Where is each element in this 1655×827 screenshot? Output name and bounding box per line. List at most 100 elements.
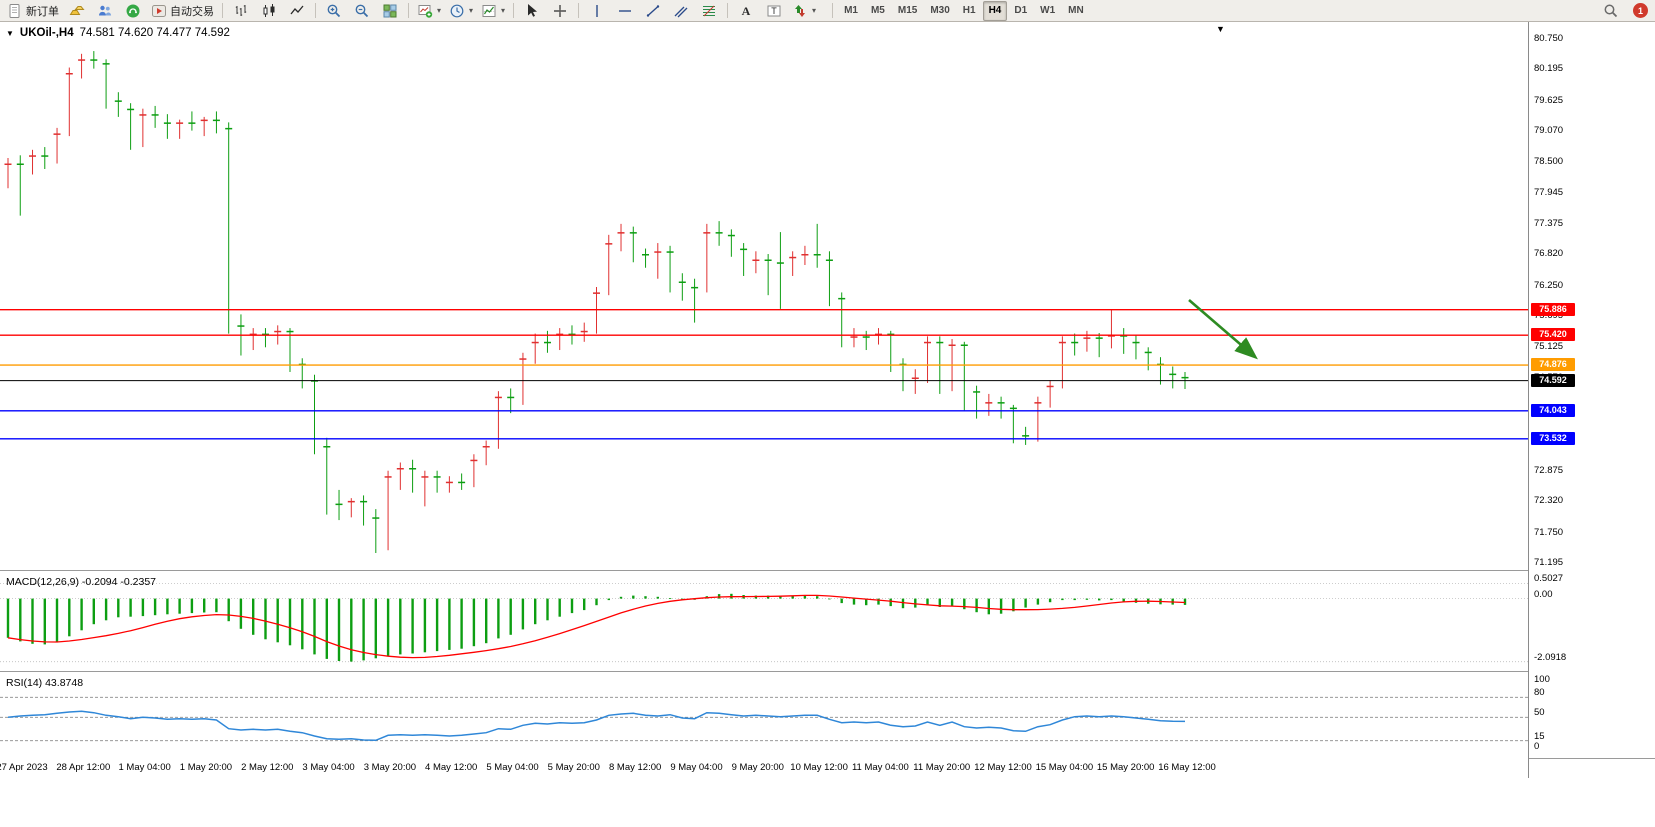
timeframe-d1-button[interactable]: D1 — [1014, 5, 1028, 16]
price-level-badge: 74.592 — [1531, 373, 1575, 387]
profiles-icon — [449, 3, 465, 19]
toolbar-separator — [578, 3, 580, 18]
vertical-line-button[interactable] — [583, 0, 611, 22]
toolbar: 新订单 自动交易 ▾ ▾ ▾ A T ▾ M1 M5 M15 M30 H1 H4 D1 W1 MN 1 — [0, 0, 1655, 22]
bar-chart-button[interactable] — [227, 0, 255, 22]
time-tick-label: 28 Apr 12:00 — [56, 762, 111, 773]
time-tick-label: 2 May 12:00 — [241, 762, 294, 773]
price-axis[interactable]: 80.750 80.195 79.625 79.070 78.500 77.945 77.3… — [1529, 22, 1655, 758]
price-level-badge: 74.043 — [1531, 403, 1575, 417]
fibonacci-button[interactable] — [695, 0, 723, 22]
chevron-down-icon[interactable]: ▼ — [6, 28, 14, 38]
horizontal-line-button[interactable] — [611, 0, 639, 22]
time-tick-label: 3 May 20:00 — [363, 762, 417, 773]
search-button[interactable] — [1597, 0, 1625, 22]
cursor-button[interactable] — [518, 0, 546, 22]
vertical-line-icon — [589, 3, 605, 19]
candlestick-chart-button[interactable] — [255, 0, 283, 22]
notification-badge[interactable]: 1 — [1633, 3, 1648, 18]
main-chart-plot[interactable] — [0, 22, 1528, 570]
time-axis[interactable]: 27 Apr 2023 28 Apr 12:00 1 May 04:00 1 May … — [0, 758, 1528, 780]
new-chart-button[interactable]: ▾ — [413, 0, 445, 22]
panel-separator[interactable] — [0, 570, 1655, 571]
accounts-button[interactable] — [91, 0, 119, 22]
indicators-icon — [481, 3, 497, 19]
dropdown-arrow-icon: ▾ — [437, 6, 442, 15]
time-tick-label: 10 May 12:00 — [790, 762, 848, 773]
channel-button[interactable] — [667, 0, 695, 22]
shapes-button[interactable]: ▾ — [788, 0, 820, 22]
timeframe-h1-button[interactable]: H1 — [962, 5, 976, 16]
profiles-button[interactable]: ▾ — [445, 0, 477, 22]
zoom-in-button[interactable] — [320, 0, 348, 22]
macd-panel[interactable] — [0, 573, 1528, 671]
price-tick-label: 76.250 — [1534, 279, 1564, 291]
headset-button[interactable] — [119, 0, 147, 22]
gold-button[interactable] — [63, 0, 91, 22]
auto-trading-button[interactable]: 自动交易 — [147, 0, 218, 22]
horizontal-line-icon — [617, 3, 633, 19]
tile-windows-button[interactable] — [376, 0, 404, 22]
fibonacci-icon — [701, 3, 717, 19]
rsi-panel[interactable] — [0, 674, 1528, 758]
timeframe-h4-button[interactable]: H4 — [982, 0, 1008, 21]
price-axis-divider — [1528, 22, 1529, 778]
text-icon: A — [738, 3, 754, 19]
time-tick-label: 1 May 20:00 — [179, 762, 233, 773]
time-tick-label: 9 May 04:00 — [670, 762, 723, 773]
price-tick-label: 77.945 — [1534, 186, 1564, 198]
price-tick-label: 78.500 — [1534, 156, 1564, 168]
price-tick-label: 72.320 — [1534, 495, 1564, 507]
timeframe-w1-button[interactable]: W1 — [1040, 5, 1056, 16]
trendline-button[interactable] — [639, 0, 667, 22]
zoom-out-button[interactable] — [348, 0, 376, 22]
toolbar-separator — [222, 3, 223, 18]
time-tick-label: 11 May 20:00 — [913, 762, 971, 773]
price-tick-label: 77.375 — [1534, 217, 1564, 229]
timeframe-m15-button[interactable]: M15 — [897, 5, 918, 16]
text-button[interactable]: A — [732, 0, 760, 22]
auto-trading-icon — [151, 3, 167, 19]
label-button[interactable]: T — [760, 0, 788, 22]
line-chart-icon — [289, 3, 305, 19]
crosshair-icon — [552, 3, 568, 19]
new-chart-icon — [417, 3, 433, 19]
dropdown-arrow-icon: ▾ — [469, 6, 474, 15]
headset-icon — [125, 3, 141, 19]
new-order-button[interactable]: 新订单 — [3, 0, 63, 22]
toolbar-separator — [727, 3, 729, 18]
timeframe-m1-button[interactable]: M1 — [844, 5, 858, 16]
price-tick-label: 79.625 — [1534, 94, 1564, 106]
toolbar-separator — [408, 3, 409, 18]
timeframe-m5-button[interactable]: M5 — [870, 5, 885, 16]
time-tick-label: 5 May 20:00 — [547, 762, 600, 773]
toolbar-separator — [513, 3, 515, 18]
svg-text:A: A — [742, 4, 751, 18]
time-tick-label: 1 May 04:00 — [118, 762, 171, 773]
macd-tick-label: 0.00 — [1534, 588, 1553, 600]
price-tick-label: 75.125 — [1534, 341, 1564, 353]
toolbar-separator — [832, 3, 834, 18]
macd-tick-label: 0.5027 — [1534, 573, 1564, 585]
crosshair-button[interactable] — [546, 0, 574, 22]
price-tick-label: 71.750 — [1534, 526, 1564, 538]
shapes-icon — [792, 3, 808, 19]
zoom-out-icon — [354, 3, 370, 19]
cursor-icon — [524, 3, 540, 19]
timeframe-m30-button[interactable]: M30 — [930, 5, 950, 16]
gold-icon — [69, 3, 85, 19]
timeframe-mn-button[interactable]: MN — [1068, 5, 1084, 16]
svg-text:T: T — [771, 6, 777, 16]
price-tick-label: 72.875 — [1534, 464, 1564, 476]
dropdown-arrow-icon: ▾ — [501, 6, 506, 15]
time-tick-label: 15 May 20:00 — [1096, 762, 1155, 773]
line-chart-button[interactable] — [283, 0, 311, 22]
time-tick-label: 3 May 04:00 — [302, 762, 355, 773]
price-tick-label: 80.195 — [1534, 63, 1564, 75]
panel-separator[interactable] — [0, 671, 1655, 672]
zoom-in-icon — [326, 3, 342, 19]
scroll-end-marker-icon: ▼ — [1216, 24, 1225, 34]
trendline-icon — [645, 3, 661, 19]
indicators-button[interactable]: ▾ — [477, 0, 509, 22]
label-icon: T — [766, 3, 782, 19]
